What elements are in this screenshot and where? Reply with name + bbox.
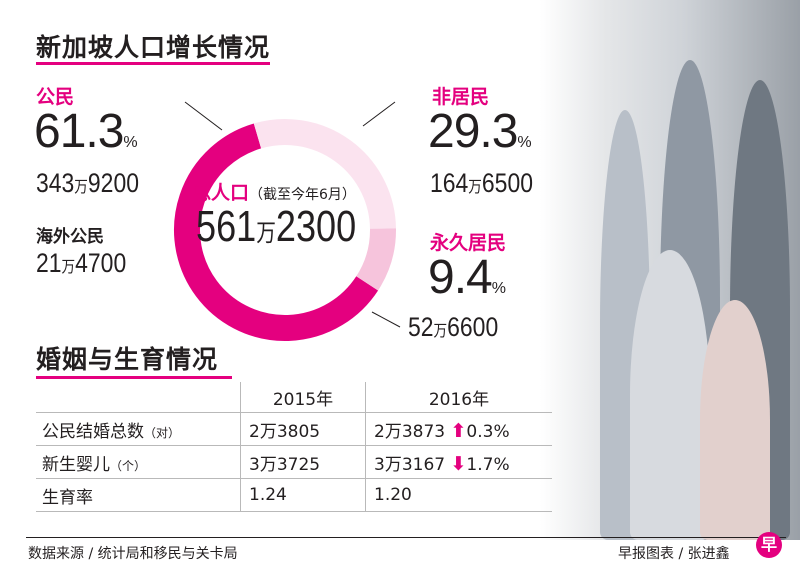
chart-title: 新加坡人口增长情况 [36,33,271,62]
header-cell: 2015年 [240,382,366,413]
row-label: 生育率 [36,478,241,512]
zaobao-logo: 早 [756,532,782,558]
table-row: 新生婴儿（个） 3万3725 3万3167 ⬇1.7% [36,445,552,479]
pr-label: 永久居民 [430,232,507,254]
title-underline [36,62,270,65]
marriage-birth-table: 2015年 2016年 公民结婚总数（对） 2万3805 2万3873 ⬆0.3… [36,382,552,512]
pr-slice [356,228,396,291]
total-value: 561万2300 [196,202,357,251]
nonres-slice [253,119,396,230]
table-row: 公民结婚总数（对） 2万3805 2万3873 ⬆0.3% [36,412,552,446]
crowd-photo [540,0,800,540]
citizens-count: 343万9200 [36,168,139,198]
table-row: 生育率 1.24 1.20 [36,478,552,512]
nonres-pct: 29.3% [428,105,532,158]
down-arrow-icon: ⬇ [450,452,467,475]
citizens-label: 公民 [36,86,75,108]
pr-pct: 9.4% [428,251,506,304]
row-label: 公民结婚总数（对） [36,412,241,446]
value-2015: 3万3725 [240,445,366,479]
citizens-pct: 61.3% [34,105,138,158]
section2-underline [36,376,232,379]
total-note: （截至今年6月） [249,187,356,203]
section2-title: 婚姻与生育情况 [36,345,219,374]
source-note: 数据来源 / 统计局和移民与关卡局 [28,546,238,562]
citizens-leader-line [184,101,223,131]
value-2015: 1.24 [240,478,366,512]
total-label: 总人口（截至今年6月） [192,182,356,204]
pr-leader-line [371,311,401,328]
credit-note: 早报图表 / 张进鑫 [618,546,730,562]
nonres-leader-line [362,101,396,127]
pr-count: 52万6600 [408,312,499,342]
up-arrow-icon: ⬆ [450,419,467,442]
value-2016: 2万3873 ⬆0.3% [365,412,552,446]
overseas-count: 21万4700 [36,248,127,278]
citizens-slice [174,123,379,341]
header-cell [36,382,241,413]
value-2016: 1.20 [365,478,552,512]
header-cell: 2016年 [365,382,552,413]
row-label: 新生婴儿（个） [36,445,241,479]
value-2016: 3万3167 ⬇1.7% [365,445,552,479]
table-header-row: 2015年 2016年 [36,382,552,413]
nonres-count: 164万6500 [430,168,533,198]
footer-divider [26,537,786,538]
nonres-label: 非居民 [432,86,490,108]
value-2015: 2万3805 [240,412,366,446]
overseas-label: 海外公民 [36,227,104,247]
